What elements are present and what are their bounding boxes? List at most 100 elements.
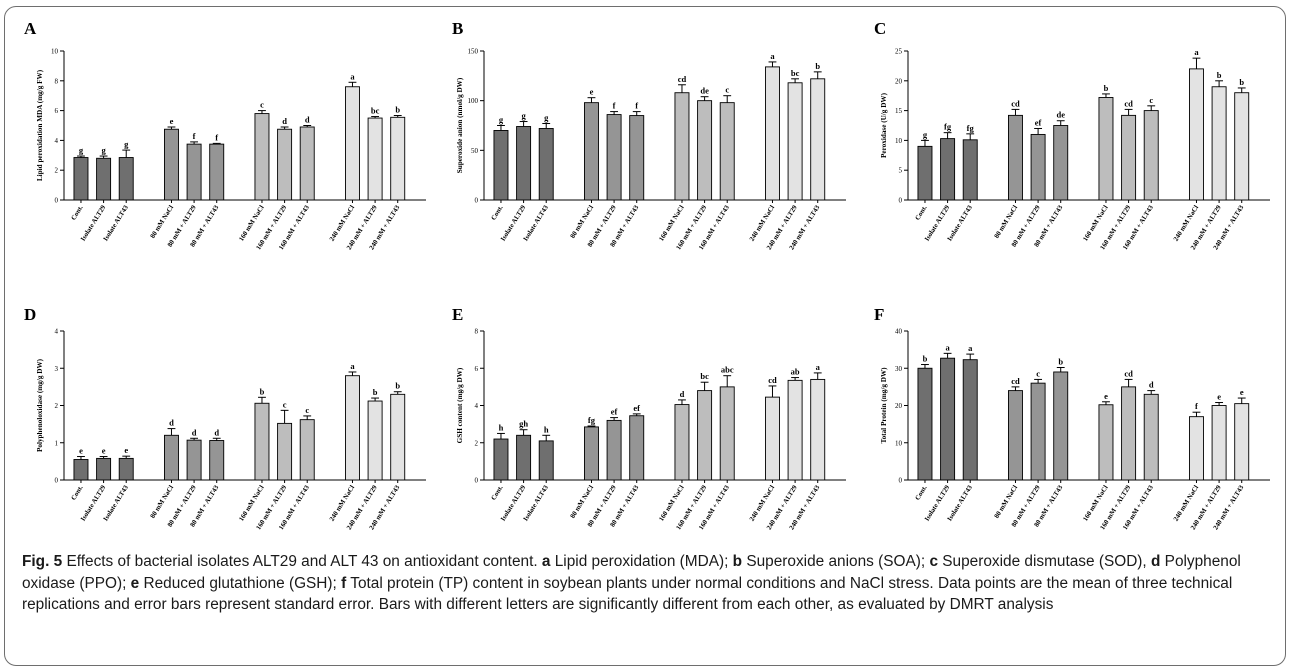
caption-text: Superoxide dismutase (SOD), (938, 553, 1151, 570)
bar (1211, 405, 1227, 481)
bar (277, 128, 293, 201)
panel-letter: B (452, 19, 463, 38)
bar (940, 357, 956, 481)
x-tick-label: 80 mM NaCl (993, 204, 1019, 240)
caption-text: Lipid peroxidation (MDA); (550, 553, 733, 570)
caption-text: Reduced glutathione (GSH); (139, 574, 342, 592)
y-tick-label: 15 (895, 107, 903, 115)
x-tick-label: Isolate ALT43 (522, 484, 550, 523)
bar (1211, 86, 1227, 201)
x-tick-label: Cont. (490, 204, 505, 222)
y-tick-label: 6 (475, 365, 479, 373)
bar (1189, 68, 1204, 201)
y-tick-label: 0 (899, 197, 903, 205)
significance-letter: e (1240, 387, 1244, 397)
y-tick-label: 6 (55, 107, 59, 115)
bar (277, 422, 293, 481)
x-tick-label: Cont. (70, 484, 85, 502)
significance-letter: d (282, 116, 287, 126)
significance-letter: de (1056, 110, 1065, 120)
significance-letter: c (725, 85, 729, 95)
panel-letter: A (24, 19, 37, 38)
bar (674, 404, 690, 481)
significance-letter: d (214, 427, 219, 437)
significance-letter: g (923, 129, 928, 139)
bar (96, 457, 112, 481)
bar (719, 102, 735, 201)
significance-letter: f (193, 131, 196, 141)
x-tick-label: 80 mM NaCl (569, 204, 595, 240)
significance-letter: bc (371, 106, 380, 116)
bar (917, 367, 933, 481)
significance-letter: c (305, 405, 309, 415)
y-tick-label: 150 (468, 48, 479, 56)
figure-frame (4, 6, 1286, 666)
bar (367, 400, 383, 481)
significance-letter: d (169, 418, 174, 428)
y-tick-label: 0 (899, 477, 903, 485)
caption-text: Polyphenol oxidase (PPO); (22, 553, 1241, 592)
bar (1121, 114, 1137, 201)
significance-letter: b (815, 61, 820, 71)
significance-letter: fg (944, 122, 952, 132)
significance-letter: ef (611, 407, 618, 417)
y-tick-label: 20 (895, 77, 903, 85)
bar (299, 126, 315, 201)
significance-letter: cd (1011, 98, 1020, 108)
significance-letter: fg (967, 123, 975, 133)
bar (73, 459, 89, 481)
y-tick-label: 2 (55, 167, 59, 175)
significance-letter: c (260, 100, 264, 110)
significance-letter: a (968, 343, 973, 353)
x-tick-label: Cont. (490, 484, 505, 502)
chart-panel-c: C 0 5 10 15 20 25 Peroxidase (U/g DW) g Cont. fg Is… (874, 19, 1270, 251)
y-tick-label: 8 (55, 77, 59, 85)
y-tick-label: 20 (895, 402, 903, 410)
caption-fig-label: Fig. 5 (22, 553, 63, 570)
y-axis-label: Superoxide anion (nmol/g DW) (456, 77, 464, 173)
bar (345, 375, 360, 481)
bar (606, 419, 622, 481)
caption-panel-letter: a (541, 553, 551, 570)
bar (1053, 125, 1069, 201)
bar (493, 438, 509, 481)
bar (787, 379, 803, 481)
bar (1030, 382, 1046, 481)
chart-panel-b: B 0 50 100 150 Superoxide anion (nmol/g DW) g C… (452, 19, 846, 251)
bar (1030, 133, 1046, 201)
y-tick-label: 4 (55, 137, 59, 145)
caption-text: Superoxide anions (SOA); (742, 553, 930, 570)
significance-letter: h (499, 422, 504, 432)
x-tick-label: Isolate ALT43 (102, 484, 130, 523)
significance-letter: b (395, 381, 400, 391)
bar (164, 434, 179, 481)
y-tick-label: 3 (55, 365, 59, 373)
y-tick-label: 25 (895, 48, 903, 56)
significance-letter: d (305, 115, 310, 125)
significance-letter: a (350, 361, 355, 371)
bar (787, 82, 803, 201)
x-tick-label: 80 mM NaCl (993, 484, 1019, 520)
significance-letter: bc (791, 68, 800, 78)
bar (1143, 110, 1159, 201)
significance-letter: b (1239, 77, 1244, 87)
y-tick-label: 40 (895, 328, 903, 336)
bar (1121, 386, 1137, 481)
bar (697, 390, 713, 481)
significance-letter: g (544, 113, 549, 123)
significance-letter: bc (700, 371, 709, 381)
bar (810, 378, 826, 481)
significance-letter: a (816, 362, 821, 372)
bar (254, 113, 270, 201)
bar (254, 402, 270, 481)
significance-letter: c (1149, 95, 1153, 105)
bar (1098, 404, 1114, 481)
significance-letter: de (700, 86, 709, 96)
significance-letter: a (945, 342, 950, 352)
y-axis-label: Peroxidase (U/g DW) (880, 92, 888, 158)
significance-letter: g (521, 111, 526, 121)
y-tick-label: 0 (475, 477, 479, 485)
y-tick-label: 0 (55, 477, 59, 485)
bar (538, 440, 554, 481)
